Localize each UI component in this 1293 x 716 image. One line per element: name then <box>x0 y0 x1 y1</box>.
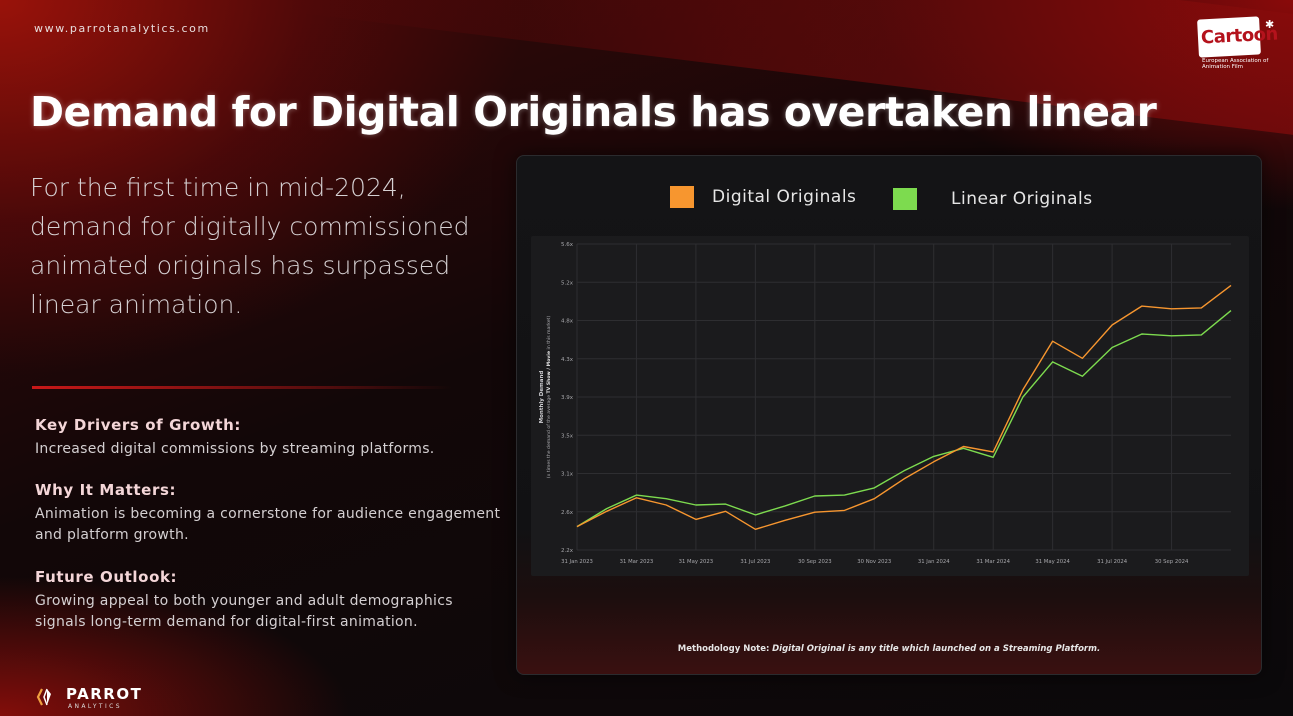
parrot-logo-word: PARROT <box>66 685 143 703</box>
methodology-note-prefix: Methodology Note: <box>677 644 770 654</box>
star-icon: ✱ <box>1265 18 1275 31</box>
y-axis-subtitle-part: in this market) <box>546 316 552 351</box>
section-why-it-matters: Why It Matters: Animation is becoming a … <box>35 481 505 546</box>
cartoon-logo-box: Cartoon <box>1197 16 1278 58</box>
y-axis-subtitle-bold: TV Show / Movie <box>546 351 552 394</box>
legend-swatch-linear <box>893 188 917 210</box>
series-line-linear-originals <box>576 310 1232 528</box>
y-tick-label: 2.2x <box>561 548 574 554</box>
line-chart: 2.2x 2.6x 3.1x 3.5x 3.9x 4.3x 4.8x 5.2x 5.6x 31 J… <box>539 242 1232 565</box>
x-tick-label: 31 Jan 2023 <box>561 559 593 565</box>
y-tick-label: 3.5x <box>561 433 574 439</box>
x-tick-label: 30 Nov 2023 <box>857 559 891 565</box>
x-tick-label: 31 Jan 2024 <box>918 559 950 565</box>
parrot-logo-sub: ANALYTICS <box>68 703 122 710</box>
methodology-note-text: Digital Original is any title which laun… <box>772 644 1101 654</box>
legend-label-digital: Digital Originals <box>712 187 857 207</box>
parrot-analytics-logo: PARROT ANALYTICS <box>36 684 146 712</box>
legend-item-linear: Linear Originals <box>893 188 1093 210</box>
section-heading: Future Outlook: <box>35 568 178 586</box>
series-line-digital-originals <box>576 284 1232 530</box>
section-divider <box>32 386 452 389</box>
section-heading: Why It Matters: <box>35 481 177 499</box>
cartoon-logo-subtitle: European Association of Animation Film <box>1202 58 1269 70</box>
section-body: Growing appeal to both younger and adult… <box>35 593 453 630</box>
y-tick-label: 4.8x <box>561 319 574 325</box>
x-tick-label: 31 Jul 2023 <box>740 559 770 565</box>
y-tick-label: 5.2x <box>561 280 574 286</box>
legend-item-digital: Digital Originals <box>670 186 856 208</box>
parrot-mark-icon <box>36 688 51 706</box>
section-body: Animation is becoming a cornerstone for … <box>35 506 501 543</box>
x-tick-label: 30 Sep 2024 <box>1155 559 1189 565</box>
section-body: Increased digital commissions by streami… <box>35 441 435 457</box>
y-axis-subtitle-part: (x times the demand of the average <box>546 393 552 478</box>
y-tick-label: 4.3x <box>561 357 574 363</box>
y-tick-label: 2.6x <box>561 510 574 516</box>
y-tick-label: 5.6x <box>561 242 574 248</box>
x-tick-label: 31 Mar 2023 <box>620 559 654 565</box>
page-title: Demand for Digital Originals has overtak… <box>30 88 1157 136</box>
chart-panel: Digital Originals Linear Originals 2.2x 2… <box>516 155 1262 675</box>
section-future-outlook: Future Outlook: Growing appeal to both y… <box>35 568 505 633</box>
plot-area: 2.2x 2.6x 3.1x 3.5x 3.9x 4.3x 4.8x 5.2x 5.6x 31 J… <box>531 236 1249 576</box>
section-key-drivers: Key Drivers of Growth: Increased digital… <box>35 416 505 460</box>
methodology-note: Methodology Note: Digital Original is an… <box>517 644 1261 654</box>
x-tick-label: 31 Mar 2024 <box>976 559 1010 565</box>
legend-label-linear: Linear Originals <box>951 189 1093 209</box>
x-tick-label: 31 May 2023 <box>679 559 714 565</box>
y-axis-title-group: Monthly Demand (x times the demand of the… <box>539 316 552 479</box>
x-tick-label: 31 Jul 2024 <box>1097 559 1128 565</box>
y-axis-subtitle: (x times the demand of the average TV Sh… <box>546 316 552 479</box>
site-url[interactable]: www.parrotanalytics.com <box>34 22 210 35</box>
x-tick-label: 31 May 2024 <box>1035 559 1070 565</box>
cartoon-logo: Cartoon ✱ European Association of Animat… <box>1197 16 1278 76</box>
y-tick-label: 3.1x <box>561 472 574 478</box>
section-heading: Key Drivers of Growth: <box>35 416 241 434</box>
legend-swatch-digital <box>670 186 694 208</box>
lead-paragraph: For the first time in mid-2024, demand f… <box>30 173 470 319</box>
y-axis-title: Monthly Demand <box>539 371 545 424</box>
x-tick-label: 30 Sep 2023 <box>798 559 832 565</box>
y-tick-label: 3.9x <box>561 395 574 401</box>
